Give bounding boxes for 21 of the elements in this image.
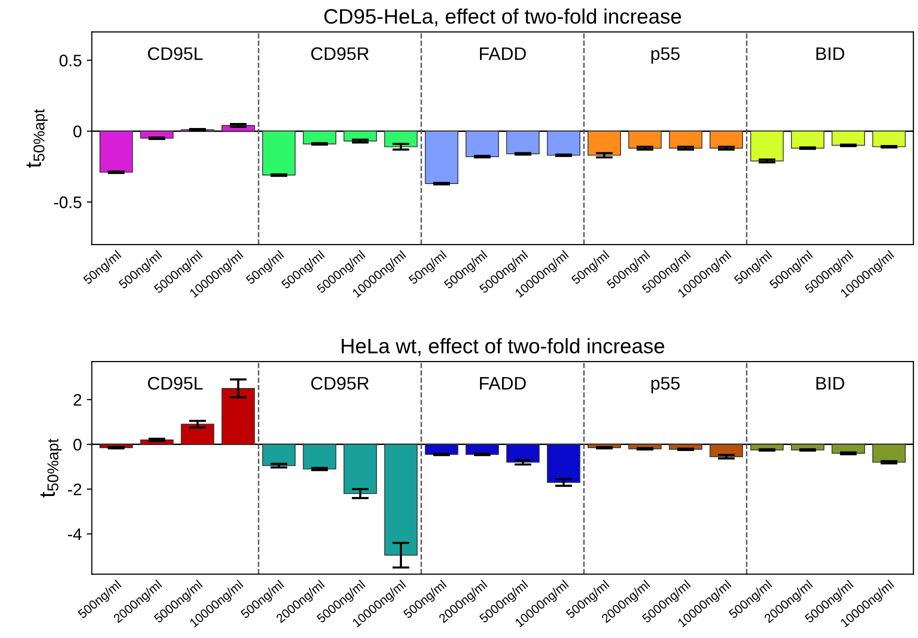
y-tick-label: -4: [68, 528, 82, 540]
annotation: CD95R: [311, 376, 369, 390]
y-tick-label: -2: [68, 484, 82, 496]
y-tick-label: 0: [73, 126, 82, 138]
annotation: BID: [816, 377, 844, 390]
y-tick-label: 2: [74, 394, 82, 406]
annotation: CD95L: [148, 47, 203, 60]
chart-title: CD95-HeLa, effect of two-fold increase: [324, 8, 681, 26]
y-axis-title: t$_{50%apt}$: [40, 438, 62, 498]
annotation: p55: [651, 47, 680, 64]
annotation: FADD: [480, 377, 526, 390]
annotation: CD95L: [148, 376, 203, 390]
annotation: p55: [651, 377, 680, 394]
y-tick-label: 0: [73, 438, 82, 451]
annotation: BID: [816, 47, 844, 60]
chart-title: HeLa wt, effect of two-fold increase: [342, 338, 664, 356]
annotation: CD95R: [311, 47, 369, 60]
y-axis-title: t$_{50%apt}$: [26, 109, 48, 168]
y-tick-label: 0.5: [60, 54, 82, 66]
y-tick-label: -0.5: [54, 196, 82, 208]
annotation: FADD: [480, 47, 526, 60]
